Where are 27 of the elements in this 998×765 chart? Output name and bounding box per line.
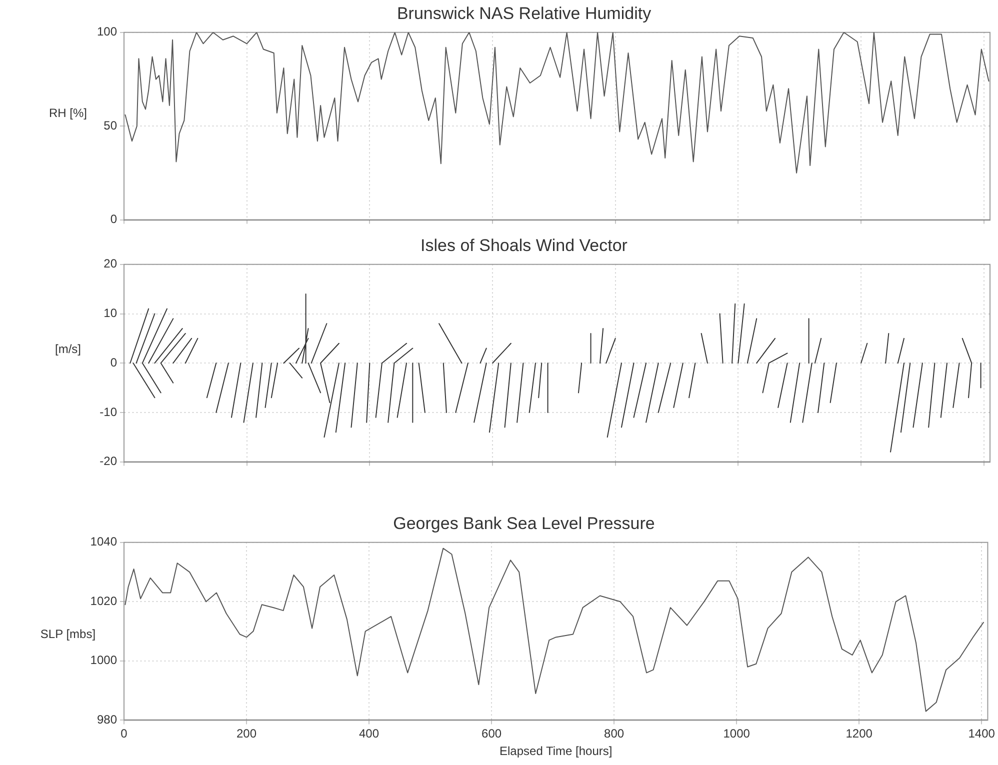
chart-title: Isles of Shoals Wind Vector — [420, 236, 628, 255]
y-tick-label: 100 — [96, 24, 118, 39]
x-tick-label: 400 — [359, 726, 380, 741]
y-tick-label: 980 — [96, 712, 118, 727]
y-tick-label: -20 — [100, 454, 118, 468]
x-tick-label: 1200 — [846, 726, 873, 741]
chart-title: Brunswick NAS Relative Humidity — [396, 4, 652, 23]
y-axis-title: RH [%] — [48, 105, 88, 122]
y-axis-title: [m/s] — [54, 341, 82, 358]
x-tick-label: 1400 — [968, 726, 996, 741]
x-tick-label: 800 — [604, 726, 624, 741]
x-tick-label: 1000 — [723, 726, 750, 741]
x-tick-label: 0 — [120, 726, 128, 741]
y-tick-label: 10 — [104, 306, 118, 320]
y-tick-label: 1020 — [90, 594, 118, 608]
x-tick-label: 600 — [482, 726, 502, 741]
y-tick-label: 20 — [104, 256, 118, 271]
y-tick-label: 0 — [110, 355, 118, 370]
y-tick-label: -10 — [100, 404, 118, 419]
chart-title: Georges Bank Sea Level Pressure — [393, 514, 655, 533]
x-tick-label: 200 — [236, 726, 257, 741]
y-axis-title: SLP [mbs] — [40, 626, 96, 643]
y-tick-label: 1040 — [90, 534, 118, 549]
y-tick-label: 1000 — [90, 653, 118, 668]
x-axis-title: Elapsed Time [hours] — [499, 744, 612, 758]
y-tick-label: 0 — [110, 212, 118, 226]
y-tick-label: 50 — [104, 118, 118, 132]
